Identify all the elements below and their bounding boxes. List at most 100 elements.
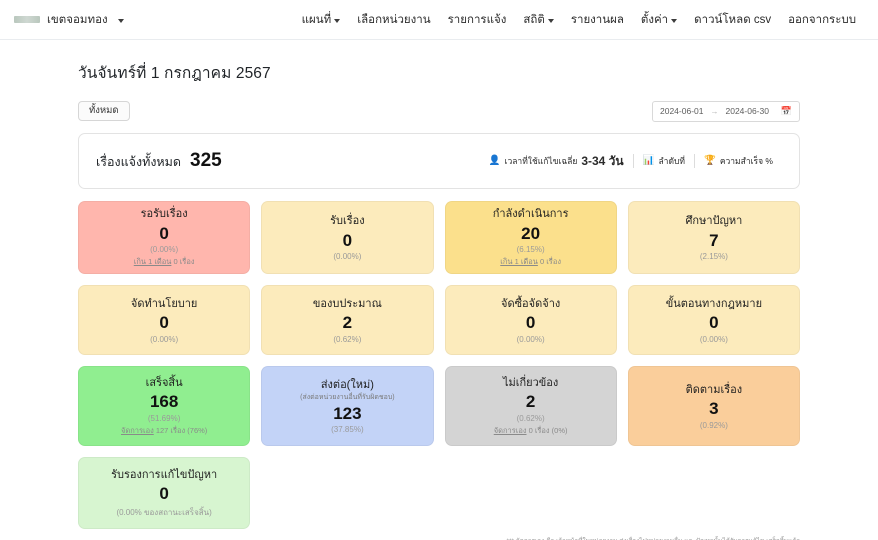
card-link-text: เกิน 1 เดือน xyxy=(500,257,538,266)
card-value: 3 xyxy=(709,399,719,419)
card-link-rest: 127 เรื่อง (76%) xyxy=(153,425,208,435)
status-card-grid: รอรับเรื่อง 0 (0.00%) เกิน 1 เดือน 0 เรื… xyxy=(78,201,800,529)
footer-note: *** จัดการเอง คือ เจ้าหน้าที่ในหน่วยงาน … xyxy=(78,538,800,540)
card-confirm-resolution[interactable]: รับรองการแก้ไขปัญหา 0 (0.00% ของสถานะเสร… xyxy=(78,457,251,529)
nav-label-select-agency: เลือกหน่วยงาน xyxy=(357,13,431,26)
nav-label-logout: ออกจากระบบ xyxy=(788,13,856,26)
badge-success-rate[interactable]: 🏆 ความสำเร็จ % xyxy=(693,154,782,168)
badge-average-time[interactable]: 👤 เวลาที่ใช้แก้ไขเฉลี่ย 3-34 วัน xyxy=(480,152,633,171)
footnote-prefix: *** xyxy=(506,538,515,540)
chevron-down-icon xyxy=(117,18,124,23)
card-value: 2 xyxy=(342,313,353,333)
summary-panel: เรื่องแจ้งทั้งหมด 325 👤 เวลาที่ใช้แก้ไขเ… xyxy=(78,133,800,189)
card-title: จัดซื้อจัดจ้าง xyxy=(501,297,561,310)
card-percent: (2.15%) xyxy=(699,252,728,261)
card-value: 0 xyxy=(525,313,536,333)
card-request-budget[interactable]: ของบประมาณ 2 (0.62%) xyxy=(261,285,434,355)
card-percent: (0.92%) xyxy=(699,420,728,430)
badge-ranking[interactable]: 📊 ลำดับที่ xyxy=(632,154,694,168)
nav-label-statistics: สถิติ xyxy=(523,13,545,26)
card-link-rest: 0 เรื่อง xyxy=(171,257,195,266)
trophy-icon: 🏆 xyxy=(703,155,716,167)
top-navbar: เขตจอมทอง แผนที่ เลือกหน่วยงาน รายการแจ้… xyxy=(0,0,878,40)
chevron-down-icon xyxy=(334,18,341,23)
card-value: 123 xyxy=(333,403,362,423)
nav-label-results: รายงานผล xyxy=(570,13,624,26)
user-clock-icon: 👤 xyxy=(488,155,501,167)
footnote-link[interactable]: จัดการเอง xyxy=(516,538,544,540)
date-range-end: 2024-06-30 xyxy=(725,106,769,116)
card-finished[interactable]: เสร็จสิ้น 168 (51.69%) จัดการเอง 127 เรื… xyxy=(78,366,251,446)
summary-value: 325 xyxy=(190,150,222,171)
date-range-picker[interactable]: 2024-06-01 → 2024-06-30 📅 xyxy=(652,100,800,122)
card-extra-link[interactable]: จัดการเอง 0 เรื่อง (0%) xyxy=(494,425,568,437)
card-value: 168 xyxy=(149,392,179,412)
nav-item-logout[interactable]: ออกจากระบบ xyxy=(788,11,856,29)
brand-menu[interactable]: เขตจอมทอง xyxy=(14,11,124,29)
card-link-text: จัดการเอง xyxy=(120,425,154,435)
card-waiting-receive[interactable]: รอรับเรื่อง 0 (0.00%) เกิน 1 เดือน 0 เรื… xyxy=(78,201,251,274)
page-body: วันจันทร์ที่ 1 กรกฎาคม 2567 ทั้งหมด 2024… xyxy=(0,40,878,540)
summary-total: เรื่องแจ้งทั้งหมด 325 xyxy=(96,150,222,172)
badge-average-time-label: เวลาที่ใช้แก้ไขเฉลี่ย xyxy=(504,156,578,166)
card-link-text: เกิน 1 เดือน xyxy=(133,257,172,266)
card-link-rest: 0 เรื่อง xyxy=(537,257,561,266)
card-forwarded-new[interactable]: ส่งต่อ(ใหม่) (ส่งต่อหน่วยงานอื่นที่รับผิ… xyxy=(261,366,434,446)
nav-label-settings: ตั้งค่า xyxy=(640,13,669,26)
card-percent: (37.85%) xyxy=(331,425,364,435)
card-title: ติดตามเรื่อง xyxy=(685,383,743,396)
chevron-down-icon xyxy=(671,18,678,23)
nav-item-map[interactable]: แผนที่ xyxy=(302,11,341,29)
card-value: 20 xyxy=(521,223,541,243)
nav-label-download-csv: ดาวน์โหลด csv xyxy=(694,13,772,26)
ranking-icon: 📊 xyxy=(642,155,655,167)
card-study-problem[interactable]: ศึกษาปัญหา 7 (2.15%) xyxy=(627,201,800,274)
card-percent: (0.00%) xyxy=(333,252,362,261)
nav-item-results[interactable]: รายงานผล xyxy=(571,11,624,29)
card-title: ไม่เกี่ยวข้อง xyxy=(502,376,559,389)
card-title: จัดทำนโยบาย xyxy=(130,297,198,310)
card-link-rest: 0 เรื่อง (0%) xyxy=(526,425,568,435)
card-make-policy[interactable]: จัดทำนโยบาย 0 (0.00%) xyxy=(78,285,251,355)
filter-all-button[interactable]: ทั้งหมด xyxy=(78,101,130,121)
date-range-start: 2024-06-01 xyxy=(660,106,704,116)
card-value: 0 xyxy=(159,313,169,333)
card-not-related[interactable]: ไม่เกี่ยวข้อง 2 (0.62%) จัดการเอง 0 เรื่… xyxy=(444,366,617,446)
card-value: 0 xyxy=(342,230,353,250)
card-extra-link[interactable]: เกิน 1 เดือน 0 เรื่อง xyxy=(500,256,561,268)
card-percent: (0.62%) xyxy=(333,334,362,344)
nav-item-settings[interactable]: ตั้งค่า xyxy=(640,11,678,29)
badge-ranking-label: ลำดับที่ xyxy=(658,156,685,166)
card-percent: (0.00%) xyxy=(150,334,179,344)
nav-item-select-agency[interactable]: เลือกหน่วยงาน xyxy=(357,11,430,29)
card-percent: (0.00%) xyxy=(516,334,545,344)
card-title: รอรับเรื่อง xyxy=(140,208,188,220)
card-value: 0 xyxy=(159,484,169,504)
nav-item-statistics[interactable]: สถิติ xyxy=(523,11,554,29)
card-received[interactable]: รับเรื่อง 0 (0.00%) xyxy=(261,201,434,274)
footnote-rest: คือ เจ้าหน้าที่ในหน่วยงาน ส่งเรื่องไปหน่… xyxy=(544,538,800,540)
card-value: 2 xyxy=(525,392,536,412)
card-procurement[interactable]: จัดซื้อจัดจ้าง 0 (0.00%) xyxy=(444,285,617,355)
card-percent: (0.00%) xyxy=(699,334,728,344)
filter-row: ทั้งหมด 2024-06-01 → 2024-06-30 📅 xyxy=(78,100,800,122)
calendar-icon: 📅 xyxy=(780,105,792,116)
card-value: 0 xyxy=(709,313,719,333)
badge-success-rate-label: ความสำเร็จ % xyxy=(719,156,773,166)
nav-item-download-csv[interactable]: ดาวน์โหลด csv xyxy=(694,11,771,29)
card-in-progress[interactable]: กำลังดำเนินการ 20 (6.15%) เกิน 1 เดือน 0… xyxy=(444,201,617,274)
card-title: เสร็จสิ้น xyxy=(145,376,183,389)
card-follow-up[interactable]: ติดตามเรื่อง 3 (0.92%) xyxy=(627,366,800,446)
card-legal-process[interactable]: ขั้นตอนทางกฎหมาย 0 (0.00%) xyxy=(627,285,800,355)
card-percent: (0.00%) xyxy=(150,245,179,254)
nav-label-report-list: รายการแจ้ง xyxy=(447,13,507,26)
nav-item-report-list[interactable]: รายการแจ้ง xyxy=(448,11,507,29)
summary-label: เรื่องแจ้งทั้งหมด xyxy=(96,155,182,169)
card-title: ขั้นตอนทางกฎหมาย xyxy=(665,297,763,310)
card-title: ส่งต่อ(ใหม่) xyxy=(320,378,374,391)
card-percent: (0.62%) xyxy=(516,413,545,423)
card-value: 7 xyxy=(709,230,719,250)
card-extra-link[interactable]: จัดการเอง 127 เรื่อง (76%) xyxy=(121,425,207,437)
card-subtitle: (ส่งต่อหน่วยงานอื่นที่รับผิดชอบ) xyxy=(300,393,395,401)
card-extra-link[interactable]: เกิน 1 เดือน 0 เรื่อง xyxy=(134,256,195,268)
